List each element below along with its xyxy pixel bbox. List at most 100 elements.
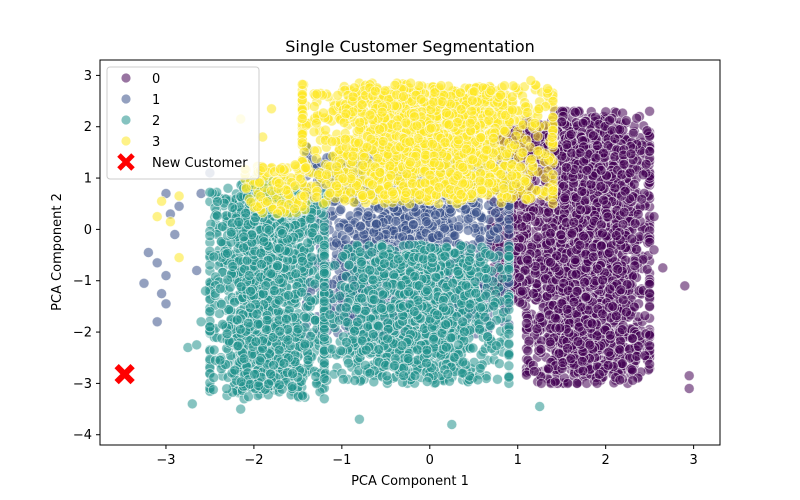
- data-point: [371, 218, 382, 230]
- data-point: [569, 254, 581, 266]
- data-point: [562, 377, 574, 389]
- data-point: [535, 343, 547, 355]
- data-point: [644, 329, 655, 341]
- data-point: [594, 368, 605, 380]
- data-point: [362, 210, 374, 222]
- data-point: [471, 206, 482, 218]
- data-point: [151, 257, 163, 269]
- data-point: [462, 213, 474, 225]
- data-point: [609, 133, 621, 145]
- data-point: [631, 243, 642, 255]
- data-point: [503, 213, 515, 225]
- data-point: [641, 125, 653, 137]
- data-point: [602, 211, 614, 223]
- data-point: [566, 227, 578, 239]
- series-0: [485, 105, 695, 394]
- data-point: [535, 377, 547, 389]
- data-point: [644, 105, 655, 117]
- data-point: [522, 345, 534, 357]
- data-point: [624, 167, 636, 179]
- data-point: [549, 376, 561, 388]
- data-point: [568, 216, 580, 228]
- data-point: [604, 247, 615, 259]
- data-point: [543, 363, 554, 375]
- data-point: [528, 288, 539, 299]
- data-point: [612, 263, 624, 275]
- data-point: [657, 262, 669, 274]
- data-point: [562, 342, 573, 354]
- data-point: [565, 128, 577, 140]
- data-point: [169, 229, 181, 240]
- data-point: [597, 274, 609, 286]
- data-point: [173, 200, 185, 212]
- data-point: [644, 301, 655, 313]
- data-point: [559, 192, 571, 204]
- data-point: [637, 169, 649, 181]
- data-point: [503, 223, 515, 235]
- data-point: [576, 185, 588, 197]
- data-point: [331, 237, 342, 249]
- data-point: [571, 285, 583, 297]
- data-point: [576, 355, 588, 367]
- data-point: [614, 344, 626, 356]
- data-point: [570, 268, 582, 280]
- data-point: [597, 227, 608, 239]
- data-point: [580, 291, 592, 303]
- data-point: [586, 318, 598, 330]
- data-point: [637, 253, 649, 265]
- data-point: [590, 152, 602, 164]
- data-point: [462, 224, 474, 236]
- data-point: [628, 178, 640, 190]
- data-point: [577, 365, 589, 377]
- data-point: [545, 283, 556, 295]
- chart-title: Single Customer Segmentation: [285, 37, 535, 56]
- data-point: [160, 270, 172, 282]
- data-point: [629, 218, 641, 229]
- data-point: [609, 151, 621, 163]
- data-point: [648, 244, 660, 256]
- data-point: [550, 312, 561, 324]
- data-point: [569, 107, 581, 118]
- data-point: [521, 317, 532, 329]
- data-point: [433, 230, 445, 241]
- data-point: [390, 215, 402, 227]
- data-point: [618, 206, 630, 218]
- data-point: [648, 211, 660, 223]
- data-point: [160, 298, 172, 310]
- data-point: [644, 278, 655, 290]
- data-point: [430, 209, 441, 221]
- data-point: [639, 310, 651, 322]
- data-point: [679, 280, 691, 292]
- data-point: [521, 212, 533, 224]
- data-point: [191, 265, 203, 276]
- data-point: [568, 296, 580, 308]
- data-point: [591, 377, 603, 389]
- data-point: [598, 194, 609, 206]
- data-point: [587, 251, 599, 263]
- data-point: [607, 300, 619, 312]
- data-point: [639, 350, 651, 361]
- data-point: [619, 185, 631, 197]
- data-point: [532, 231, 544, 243]
- data-point: [522, 254, 534, 266]
- data-point: [490, 207, 501, 219]
- data-point: [492, 222, 504, 234]
- data-point: [340, 234, 352, 246]
- data-point: [596, 240, 607, 252]
- data-point: [603, 346, 615, 358]
- data-point: [604, 283, 616, 295]
- data-point: [621, 306, 632, 318]
- data-point: [625, 148, 637, 160]
- data-point: [195, 188, 207, 199]
- data-point: [544, 336, 556, 348]
- data-point: [581, 164, 593, 176]
- data-point: [354, 220, 366, 232]
- data-point: [575, 204, 586, 216]
- data-point: [616, 324, 628, 336]
- data-point: [629, 260, 641, 272]
- data-point: [614, 374, 626, 386]
- data-point: [604, 114, 616, 126]
- data-point: [397, 231, 409, 243]
- data-point: [641, 263, 653, 275]
